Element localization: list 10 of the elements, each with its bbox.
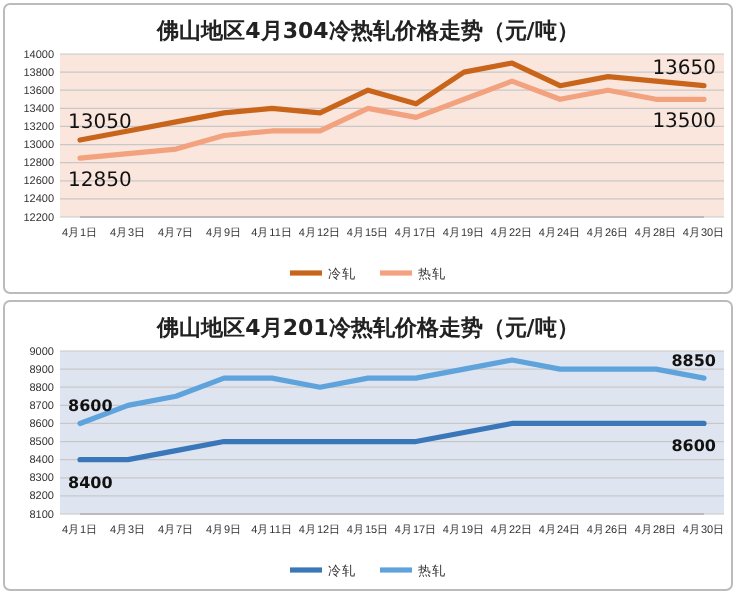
annotation: 12850 (68, 170, 132, 193)
annotation: 13050 (68, 112, 132, 135)
chart-title: 佛山地区4月304冷热轧价格走势（元/吨） (155, 18, 579, 44)
annotation: 8600 (68, 397, 114, 416)
annotation: 13500 (652, 111, 716, 134)
annotation: 8400 (68, 473, 114, 492)
annotation: 8850 (671, 352, 717, 371)
annotation: 13650 (652, 57, 716, 80)
annotation: 8600 (671, 437, 717, 456)
chart-title: 佛山地区4月201冷热轧价格走势（元/吨） (155, 315, 579, 341)
